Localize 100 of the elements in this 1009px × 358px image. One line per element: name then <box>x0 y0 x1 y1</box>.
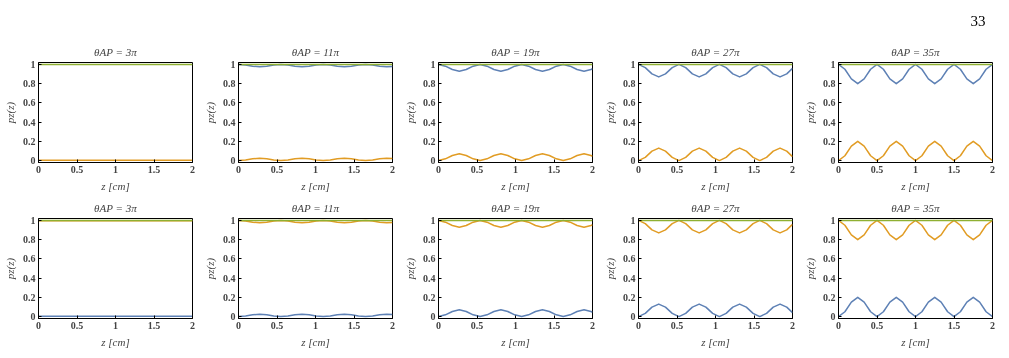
y-tick-label: 1 <box>30 58 36 70</box>
y-tick-label: 0.8 <box>623 78 636 90</box>
chart-title: θAP = 27π <box>691 201 740 214</box>
x-tick-label: 1 <box>113 319 118 331</box>
y-tick-label: 0.2 <box>823 291 836 303</box>
y-tick-label: 0.8 <box>823 234 836 246</box>
y-tick-label: 0.6 <box>623 97 636 109</box>
x-tick-label: 2 <box>390 163 395 175</box>
y-tick-label: 0.8 <box>623 234 636 246</box>
chart-title: θAP = 19π <box>491 201 540 214</box>
chart-title: θAP = 3π <box>94 201 138 214</box>
x-tick-label: 2 <box>790 163 795 175</box>
x-tick-label: 0.5 <box>870 319 884 331</box>
x-tick-label: 1 <box>913 319 918 331</box>
x-tick-label: 0.5 <box>270 163 284 175</box>
y-tick-label: 0.4 <box>623 272 636 284</box>
y-axis-title: pz(z) <box>604 257 617 281</box>
x-tick-label: 1.5 <box>147 319 161 331</box>
y-tick-label: 0.6 <box>223 97 236 109</box>
y-tick-label: 0.6 <box>423 97 436 109</box>
x-axis-title: z [cm] <box>700 179 730 192</box>
line-series <box>438 63 593 72</box>
x-tick-label: 2 <box>790 319 795 331</box>
x-tick-label: 0.5 <box>670 163 684 175</box>
x-axis-title: z [cm] <box>500 335 530 348</box>
y-tick-label: 0 <box>30 311 36 323</box>
y-tick-label: 0.4 <box>23 272 36 284</box>
x-tick-label: 0.5 <box>470 319 484 331</box>
y-axis-title: pz(z) <box>204 257 217 281</box>
line-series <box>438 219 593 228</box>
x-tick-label: 2 <box>590 163 595 175</box>
x-tick-label: 1.5 <box>547 319 561 331</box>
y-tick-label: 0 <box>630 155 636 167</box>
y-axis-title: pz(z) <box>404 257 417 281</box>
x-tick-label: 0.5 <box>470 163 484 175</box>
x-tick-label: 0.5 <box>270 319 284 331</box>
y-tick-label: 1 <box>630 214 636 226</box>
y-tick-label: 0.2 <box>223 291 236 303</box>
y-tick-label: 0.2 <box>823 135 836 147</box>
line-series <box>638 63 793 78</box>
y-tick-label: 0.2 <box>623 135 636 147</box>
y-axis-title: pz(z) <box>804 101 817 125</box>
y-tick-label: 0.4 <box>823 116 836 128</box>
y-tick-label: 0.6 <box>623 253 636 265</box>
y-tick-label: 0.8 <box>23 234 36 246</box>
y-tick-label: 1 <box>230 214 236 226</box>
y-tick-label: 0.2 <box>23 291 36 303</box>
x-axis-title: z [cm] <box>300 179 330 192</box>
x-axis-title: z [cm] <box>900 335 930 348</box>
x-tick-label: 0.5 <box>670 319 684 331</box>
x-axis-title: z [cm] <box>700 335 730 348</box>
y-tick-label: 0.2 <box>423 291 436 303</box>
x-tick-label: 1.5 <box>947 163 961 175</box>
y-tick-label: 0 <box>430 311 436 323</box>
y-axis-title: pz(z) <box>4 257 17 281</box>
y-axis-title: pz(z) <box>804 257 817 281</box>
x-tick-label: 0.5 <box>70 163 84 175</box>
x-tick-label: 1.5 <box>747 319 761 331</box>
y-tick-label: 1 <box>630 58 636 70</box>
y-tick-label: 1 <box>430 58 436 70</box>
y-tick-label: 0.6 <box>823 97 836 109</box>
line-series <box>638 219 793 234</box>
y-tick-label: 1 <box>30 214 36 226</box>
chart-title: θAP = 27π <box>691 45 740 58</box>
y-tick-label: 0.6 <box>223 253 236 265</box>
y-tick-label: 0.8 <box>823 78 836 90</box>
y-tick-label: 1 <box>830 214 836 226</box>
chart-title: θAP = 11π <box>291 45 340 58</box>
x-tick-label: 1.5 <box>547 163 561 175</box>
x-tick-label: 1.5 <box>147 163 161 175</box>
y-tick-label: 0.4 <box>223 272 236 284</box>
x-tick-label: 2 <box>990 319 995 331</box>
y-tick-label: 0.6 <box>423 253 436 265</box>
x-axis-title: z [cm] <box>300 335 330 348</box>
y-tick-label: 0.2 <box>23 135 36 147</box>
y-tick-label: 0.6 <box>823 253 836 265</box>
y-axis-title: pz(z) <box>404 101 417 125</box>
y-tick-label: 0.8 <box>223 234 236 246</box>
y-tick-label: 0 <box>830 155 836 167</box>
y-tick-label: 0.2 <box>623 291 636 303</box>
y-tick-label: 0.6 <box>23 97 36 109</box>
x-tick-label: 1.5 <box>747 163 761 175</box>
y-tick-label: 0.8 <box>423 234 436 246</box>
line-series <box>838 63 993 85</box>
x-tick-label: 0.5 <box>70 319 84 331</box>
x-tick-label: 1 <box>513 319 518 331</box>
chart-title: θAP = 3π <box>94 45 138 58</box>
x-tick-label: 1 <box>113 163 118 175</box>
x-tick-label: 1 <box>313 163 318 175</box>
y-tick-label: 0.2 <box>423 135 436 147</box>
y-axis-title: pz(z) <box>604 101 617 125</box>
y-tick-label: 0.8 <box>23 78 36 90</box>
y-tick-label: 0 <box>830 311 836 323</box>
x-tick-label: 1 <box>513 163 518 175</box>
y-tick-label: 0 <box>230 311 236 323</box>
x-tick-label: 1 <box>313 319 318 331</box>
line-series <box>838 219 993 241</box>
chart-title: θAP = 11π <box>291 201 340 214</box>
x-tick-label: 1.5 <box>947 319 961 331</box>
y-tick-label: 0.2 <box>223 135 236 147</box>
